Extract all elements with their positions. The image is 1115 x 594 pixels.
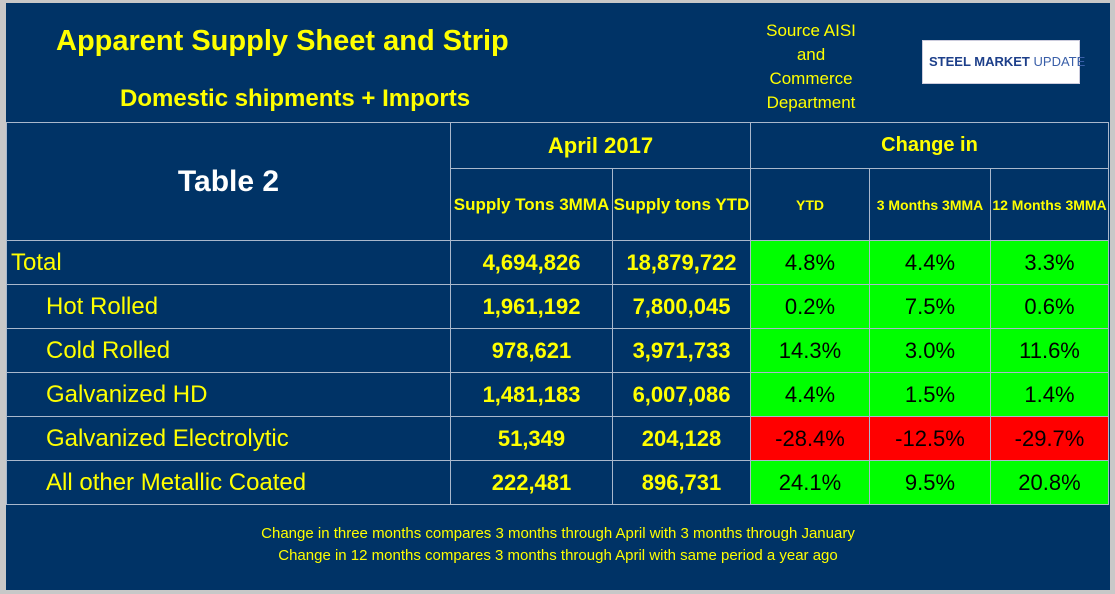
supply-tons-3mma: 51,349 xyxy=(450,416,613,461)
change-12-months: 3.3% xyxy=(990,240,1109,285)
row-label: Cold Rolled xyxy=(6,328,451,373)
change-ytd: 14.3% xyxy=(750,328,870,373)
source-line: Department xyxy=(766,93,856,112)
supply-tons-3mma: 1,481,183 xyxy=(450,372,613,417)
logo-text: UPDATE xyxy=(1033,54,1086,69)
group-header-change-in: Change in xyxy=(750,122,1109,169)
col-header: Supply Tons 3MMA xyxy=(450,168,613,241)
change-3-months: 1.5% xyxy=(869,372,991,417)
source-note: Source AISI and Commerce Department xyxy=(741,19,881,115)
slide: Apparent Supply Sheet and Strip Domestic… xyxy=(6,3,1110,590)
supply-tons-ytd: 6,007,086 xyxy=(612,372,751,417)
page-subtitle: Domestic shipments + Imports xyxy=(120,85,471,112)
col-header: YTD xyxy=(750,168,870,241)
change-ytd: -28.4% xyxy=(750,416,870,461)
source-line: Commerce xyxy=(769,69,853,88)
table-row: Galvanized Electrolytic 51,349 204,128 -28.… xyxy=(6,416,1109,461)
change-12-months: -29.7% xyxy=(990,416,1109,461)
supply-tons-ytd: 204,128 xyxy=(612,416,751,461)
group-header-april-2017: April 2017 xyxy=(450,122,751,169)
row-label: Hot Rolled xyxy=(6,284,451,329)
table-row: Hot Rolled 1,961,192 7,800,045 0.2% 7.5% 0.6% xyxy=(6,284,1109,329)
col-header: Supply tons YTD xyxy=(612,168,751,241)
change-ytd: 24.1% xyxy=(750,460,870,505)
table-label: Table 2 xyxy=(6,122,451,241)
change-12-months: 20.8% xyxy=(990,460,1109,505)
table-row: All other Metallic Coated 222,481 896,731 2… xyxy=(6,460,1109,505)
row-label: All other Metallic Coated xyxy=(6,460,451,505)
change-3-months: 4.4% xyxy=(869,240,991,285)
source-line: and xyxy=(796,45,826,64)
change-ytd: 4.8% xyxy=(750,240,870,285)
footnote: Change in three months compares 3 months… xyxy=(261,525,855,542)
supply-tons-ytd: 18,879,722 xyxy=(612,240,751,285)
supply-tons-3mma: 978,621 xyxy=(450,328,613,373)
supply-tons-ytd: 3,971,733 xyxy=(612,328,751,373)
supply-tons-3mma: 1,961,192 xyxy=(450,284,613,329)
table-row: Total 4,694,826 18,879,722 4.8% 4.4% 3.3% xyxy=(6,240,1109,285)
row-label: Galvanized Electrolytic xyxy=(6,416,451,461)
change-3-months: 7.5% xyxy=(869,284,991,329)
change-ytd: 0.2% xyxy=(750,284,870,329)
change-12-months: 0.6% xyxy=(990,284,1109,329)
source-line: Source AISI xyxy=(766,21,856,40)
supply-table: Table 2 April 2017 Change in Supply Tons… xyxy=(6,122,1109,505)
change-3-months: 9.5% xyxy=(869,460,991,505)
supply-tons-3mma: 222,481 xyxy=(450,460,613,505)
footnotes: Change in three months compares 3 months… xyxy=(6,523,1110,567)
supply-tons-3mma: 4,694,826 xyxy=(450,240,613,285)
row-label: Galvanized HD xyxy=(6,372,451,417)
supply-tons-ytd: 896,731 xyxy=(612,460,751,505)
change-3-months: 3.0% xyxy=(869,328,991,373)
col-header: 3 Months 3MMA xyxy=(869,168,991,241)
logo-text: STEEL MARKET xyxy=(929,54,1030,69)
supply-tons-ytd: 7,800,045 xyxy=(612,284,751,329)
col-header: 12 Months 3MMA xyxy=(990,168,1109,241)
row-label: Total xyxy=(6,240,451,285)
change-3-months: -12.5% xyxy=(869,416,991,461)
footnote: Change in 12 months compares 3 months th… xyxy=(278,547,838,564)
change-ytd: 4.4% xyxy=(750,372,870,417)
page-title: Apparent Supply Sheet and Strip xyxy=(56,25,509,57)
steel-market-update-logo: STEEL MARKET UPDATE xyxy=(922,40,1085,84)
table-row: Cold Rolled 978,621 3,971,733 14.3% 3.0% 11.6… xyxy=(6,328,1109,373)
table-row: Galvanized HD 1,481,183 6,007,086 4.4% 1.5% 1… xyxy=(6,372,1109,417)
change-12-months: 11.6% xyxy=(990,328,1109,373)
change-12-months: 1.4% xyxy=(990,372,1109,417)
